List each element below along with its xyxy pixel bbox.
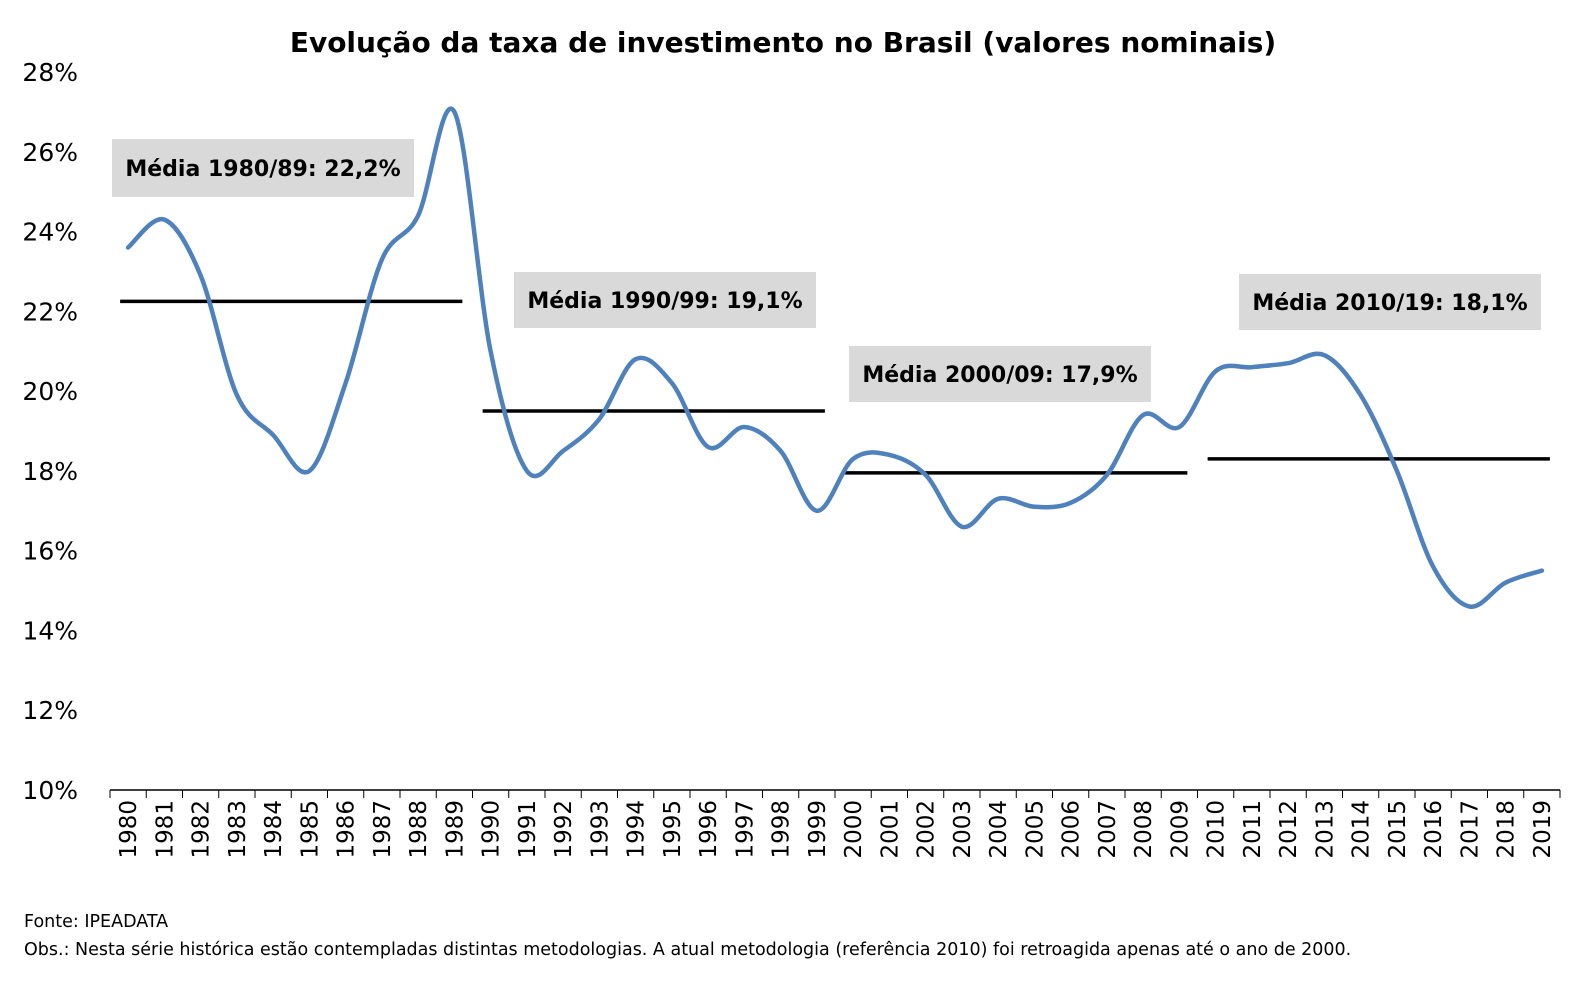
x-tick-label: 2000 [841,800,867,859]
x-tick-label: 1982 [189,800,215,859]
x-tick-label: 2011 [1240,800,1266,859]
x-tick-label: 1995 [660,800,686,859]
x-tick-label: 1981 [152,800,178,859]
y-tick-label: 22% [22,297,78,326]
x-tick-label: 1986 [334,800,360,859]
x-tick-label: 2017 [1457,800,1483,859]
annotation-label: Média 2000/09: 17,9% [862,363,1137,388]
x-tick-label: 1992 [551,800,577,859]
x-tick-label: 1984 [261,800,287,859]
annotation-box [514,272,816,328]
y-tick-label: 20% [22,377,78,406]
annotation-box [1239,274,1541,330]
annotation-box [112,139,414,197]
y-tick-label: 26% [22,138,78,167]
x-tick-label: 2006 [1059,800,1085,859]
annotation-label: Média 1980/89: 22,2% [125,157,400,182]
x-tick-label: 1999 [805,800,831,859]
x-tick-label: 1988 [406,800,432,859]
x-tick-label: 2016 [1421,800,1447,859]
y-tick-label: 10% [22,776,78,805]
y-axis-tick-labels: 10% 12% 14% 16% 18% 20% 22% 24% 26% 28% [22,58,78,805]
average-lines [120,299,1550,475]
series-layer [125,106,1545,609]
x-tick-label: 2010 [1204,800,1230,859]
x-tick-label: 1983 [225,800,251,859]
x-tick-label: 1993 [587,800,613,859]
y-tick-label: 14% [22,616,78,645]
x-tick-label: 1994 [624,800,650,859]
x-axis [109,789,1561,798]
x-tick-label: 1980 [116,800,142,859]
x-tick-label: 2012 [1276,800,1302,859]
y-tick-label: 28% [22,58,78,87]
y-tick-label: 24% [22,218,78,247]
methodology-note: Obs.: Nesta série histórica estão contem… [24,940,1352,960]
chart-title: Evolução da taxa de investimento no Bras… [290,26,1276,59]
x-tick-label: 2009 [1167,800,1193,859]
y-tick-label: 12% [22,696,78,725]
x-tick-label: 1997 [732,800,758,859]
annotation-label: Média 1990/99: 19,1% [527,289,802,314]
x-tick-label: 1998 [769,800,795,859]
x-tick-label: 2019 [1530,800,1556,859]
x-tick-label: 2008 [1131,800,1157,859]
x-tick-label: 1985 [297,800,323,859]
annotation-label: Média 2010/19: 18,1% [1252,291,1527,316]
x-tick-label: 2005 [1022,800,1048,859]
x-tick-label: 2015 [1385,800,1411,859]
x-tick-label: 1990 [479,800,505,859]
x-tick-label: 1996 [696,800,722,859]
x-tick-label: 1987 [370,800,396,859]
source-note: Fonte: IPEADATA [24,912,169,932]
series-line [125,106,1545,609]
x-tick-label: 1989 [442,800,468,859]
annotation-box [849,346,1151,402]
x-tick-label: 2013 [1312,800,1338,859]
x-axis-tick-labels: 1980 1981 1982 1983 1984 1985 1986 1987 1988 1989… [116,800,1556,859]
x-tick-label: 1991 [515,800,541,859]
x-tick-label: 2001 [877,800,903,859]
average-annotations: Média 1980/89: 22,2% Média 1990/99: 19,1%… [112,139,1541,402]
x-tick-label: 2007 [1095,800,1121,859]
x-tick-label: 2018 [1494,800,1520,859]
x-tick-label: 2002 [914,800,940,859]
y-tick-label: 16% [22,537,78,566]
x-tick-label: 2014 [1349,800,1375,859]
y-tick-label: 18% [22,457,78,486]
x-tick-label: 2003 [950,800,976,859]
x-tick-label: 2004 [986,800,1012,859]
